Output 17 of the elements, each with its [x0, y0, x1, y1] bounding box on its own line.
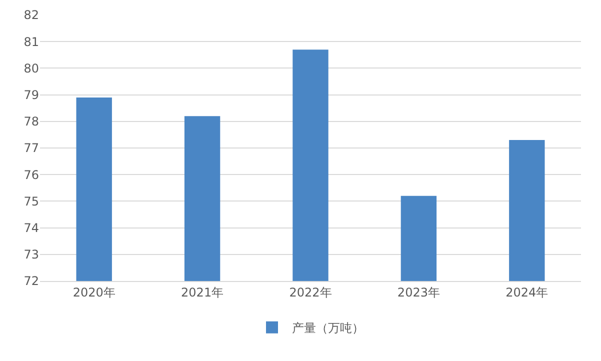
y-tick-label: 79 — [24, 88, 39, 102]
x-tick-label: 2021年 — [181, 285, 224, 300]
y-tick-label: 82 — [24, 8, 39, 22]
x-tick-label: 2020年 — [72, 285, 116, 300]
y-tick-label: 73 — [24, 248, 39, 262]
x-tick-label: 2024年 — [506, 285, 548, 300]
x-tick-label: 2022年 — [289, 285, 332, 300]
y-tick-label: 74 — [24, 221, 39, 235]
y-tick-label: 80 — [24, 61, 39, 76]
y-tick-label: 76 — [24, 168, 39, 182]
y-tick-label: 77 — [24, 141, 39, 156]
y-tick-label: 81 — [24, 34, 39, 49]
y-tick-label: 75 — [24, 194, 39, 208]
y-tick-label: 72 — [24, 274, 39, 288]
legend-label: 产量（万吨） — [292, 321, 364, 336]
x-tick-label: 2023年 — [397, 285, 440, 300]
y-tick-label: 78 — [24, 114, 39, 129]
